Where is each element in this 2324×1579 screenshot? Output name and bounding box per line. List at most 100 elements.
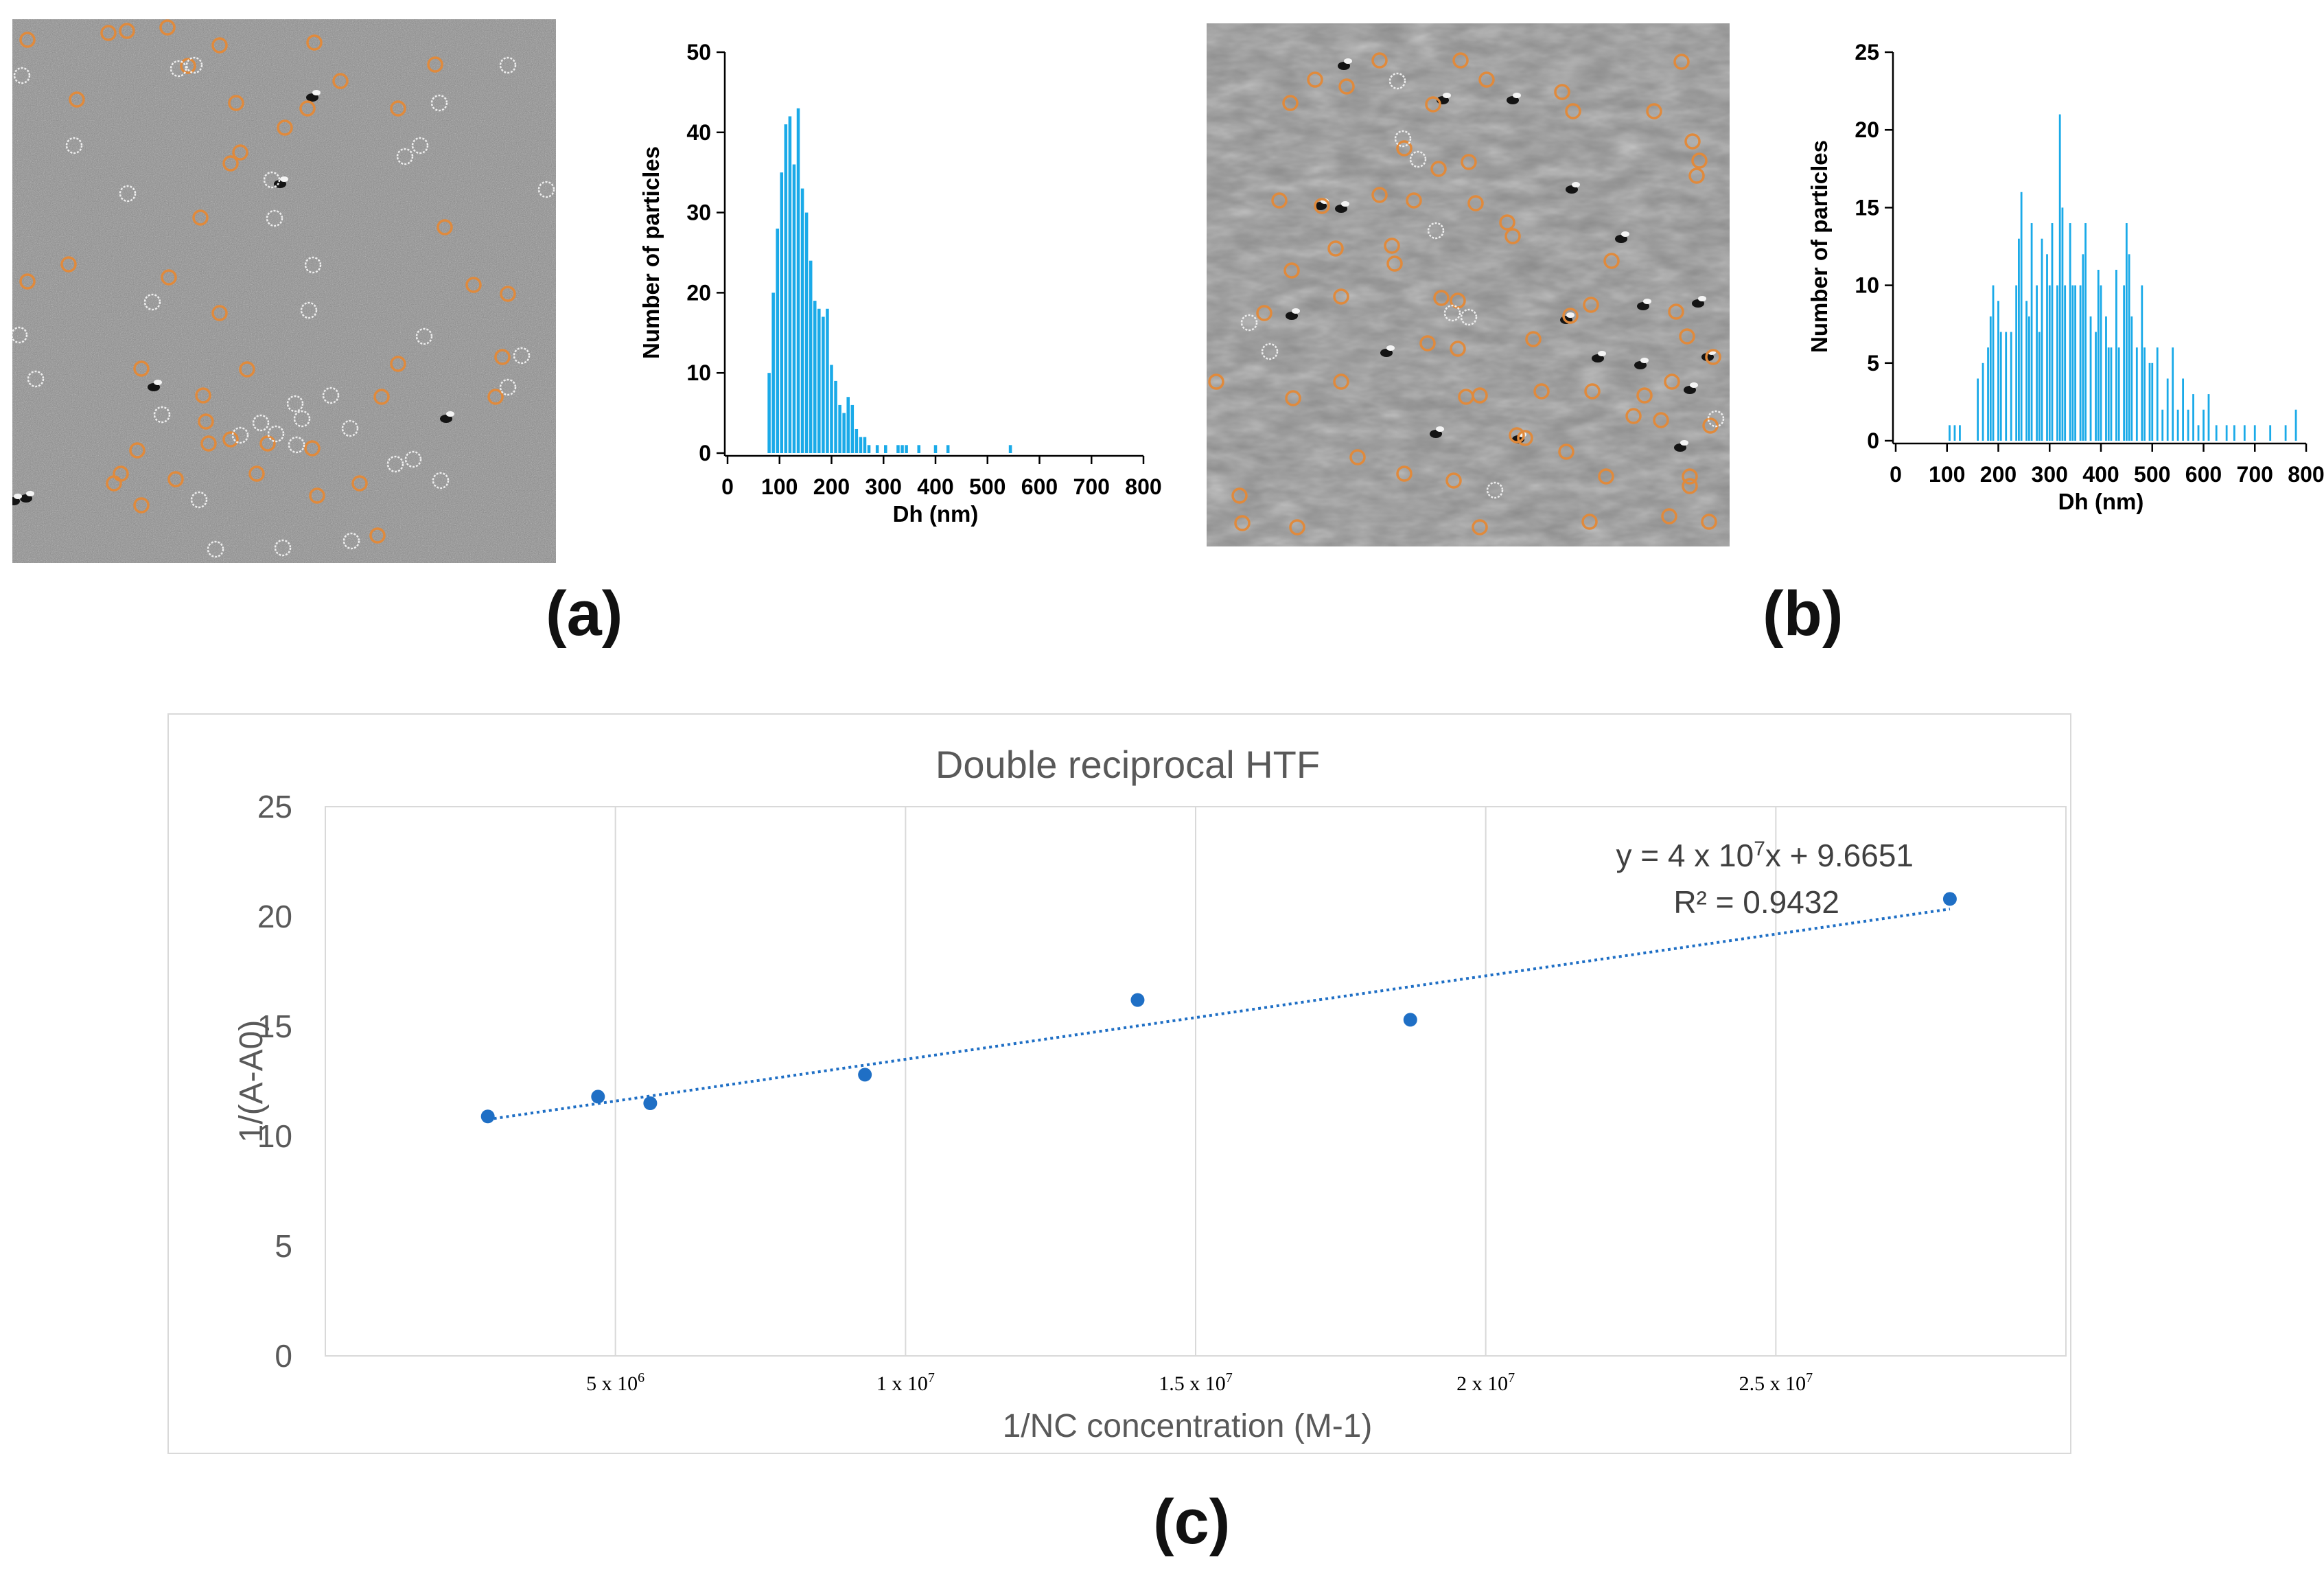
tracked-particle-marker — [1668, 303, 1684, 320]
histogram-bar — [2058, 114, 2061, 441]
histogram-bar — [2207, 394, 2210, 441]
tracked-particle-marker — [106, 475, 122, 492]
histogram-bar — [2143, 347, 2146, 441]
particle-speck-highlight — [1640, 358, 1649, 363]
untracked-particle-marker — [396, 148, 414, 165]
x-tick-label: 2 x 107 — [1456, 1370, 1515, 1395]
tracked-particle-marker — [195, 387, 211, 404]
tracked-particle-marker — [1289, 519, 1305, 535]
particle-speck-highlight — [1341, 201, 1349, 207]
tracked-particle-marker — [390, 100, 406, 117]
histogram-bar — [875, 445, 879, 453]
linear-trendline — [487, 908, 1951, 1121]
data-point — [480, 1109, 495, 1124]
particle-speck — [1634, 361, 1647, 369]
tracked-particle-marker — [19, 32, 36, 48]
histogram-bar — [2069, 223, 2071, 441]
tracked-particle-marker — [1461, 154, 1477, 170]
tracked-particle-marker — [1525, 331, 1542, 347]
x-tick-label: 700 — [1073, 474, 1110, 499]
data-point — [643, 1096, 658, 1110]
tracked-particle-marker — [1691, 152, 1708, 169]
histogram-bar — [946, 445, 950, 453]
histogram-bar — [796, 108, 800, 453]
histogram-bar — [2123, 285, 2126, 441]
particle-speck — [20, 494, 32, 503]
histogram-bar — [2048, 285, 2051, 441]
particle-speck-highlight — [280, 176, 288, 182]
plot-area — [325, 806, 2067, 1357]
x-tick-label: 5 x 106 — [586, 1370, 644, 1395]
tracked-particle-marker — [1256, 305, 1273, 321]
tracked-particle-marker — [1396, 465, 1413, 482]
histogram-bar — [905, 445, 908, 453]
x-tick-label: 200 — [813, 474, 850, 499]
tracked-particle-marker — [259, 435, 276, 452]
histogram-bar — [2038, 332, 2041, 441]
histogram-bar — [776, 228, 779, 453]
histogram-bar — [2041, 238, 2043, 441]
tracked-particle-marker — [1445, 472, 1462, 489]
tracked-particle-marker — [1338, 78, 1355, 95]
histogram-bar — [834, 380, 837, 453]
histogram-bar — [2176, 409, 2179, 441]
histogram-bar — [2056, 285, 2058, 441]
untracked-particle-marker — [170, 60, 187, 78]
histogram-bar — [826, 308, 829, 453]
untracked-particle-marker — [27, 370, 45, 388]
tracked-particle-marker — [129, 442, 146, 459]
tracked-particle-marker — [1283, 262, 1300, 279]
untracked-particle-marker — [1427, 222, 1445, 240]
histogram-bar — [2100, 285, 2102, 441]
histogram-bar — [2010, 332, 2012, 441]
x-tick-label: 2.5 x 107 — [1739, 1370, 1813, 1395]
histogram-bar — [809, 260, 813, 453]
particle-speck-highlight — [1386, 345, 1395, 351]
untracked-particle-marker — [404, 450, 422, 468]
tracked-particle-marker — [1509, 427, 1525, 443]
histogram-bar — [2025, 301, 2028, 441]
untracked-particle-marker — [119, 185, 137, 203]
untracked-particle-marker — [322, 387, 340, 404]
untracked-particle-marker — [341, 419, 359, 437]
tracked-particle-marker — [1705, 349, 1721, 365]
particle-speck — [1430, 430, 1442, 438]
untracked-particle-marker — [1388, 72, 1406, 90]
histogram-bar — [813, 301, 817, 453]
tracked-particle-marker — [369, 527, 386, 544]
tracked-particle-marker — [1285, 390, 1301, 406]
tracked-particle-marker — [1314, 198, 1330, 214]
x-axis-label: Dh (nm) — [893, 501, 979, 527]
y-tick-label: 0 — [699, 441, 711, 465]
histogram-bar — [788, 116, 792, 453]
particle-speck — [1692, 299, 1704, 308]
tracked-particle-marker — [1450, 292, 1466, 309]
tracked-particle-marker — [69, 91, 85, 108]
tracked-particle-marker — [1327, 240, 1344, 257]
x-tick-label: 100 — [761, 474, 798, 499]
histogram-bar — [842, 413, 846, 453]
tracked-particle-marker — [1371, 52, 1388, 69]
untracked-particle-marker — [513, 347, 531, 365]
particle-speck — [148, 383, 160, 391]
particle-speck — [12, 497, 20, 505]
tracked-particle-marker — [119, 23, 135, 39]
histogram-bar — [2243, 425, 2246, 441]
histogram-bar — [2110, 347, 2113, 441]
tracked-particle-marker — [1673, 54, 1690, 70]
histogram-bar — [2015, 285, 2018, 441]
particle-speck — [1335, 205, 1347, 213]
x-tick-label: 500 — [2134, 462, 2170, 487]
particle-speck — [1512, 435, 1524, 443]
tracked-particle-marker — [306, 34, 323, 51]
histogram-bar — [1997, 301, 1999, 441]
histogram-bar — [792, 164, 796, 453]
histogram-bar — [2046, 254, 2048, 441]
untracked-particle-marker — [304, 256, 322, 274]
chart-area-frame — [167, 713, 2071, 1454]
untracked-particle-marker — [267, 425, 285, 443]
histogram-bar — [2061, 207, 2064, 441]
data-point — [858, 1068, 872, 1082]
